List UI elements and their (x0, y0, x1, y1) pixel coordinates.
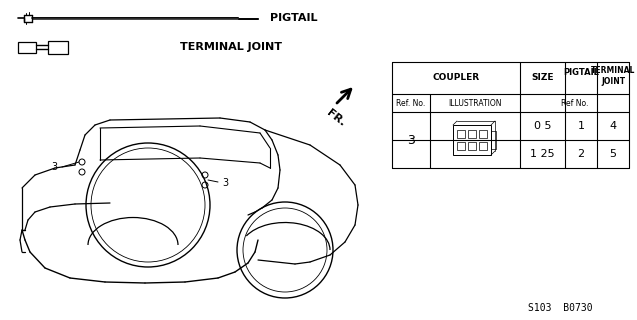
Bar (468, 142, 476, 150)
Text: PIGTAIL: PIGTAIL (563, 68, 599, 77)
Text: 0 5: 0 5 (534, 121, 551, 131)
Text: 4: 4 (610, 121, 617, 131)
Text: 5: 5 (610, 149, 617, 159)
Text: ILLUSTRATION: ILLUSTRATION (448, 99, 502, 108)
Text: Ref. No.: Ref. No. (396, 99, 426, 108)
Bar (491, 131, 496, 149)
Text: SIZE: SIZE (531, 74, 554, 83)
Text: 2: 2 (577, 149, 585, 159)
Text: FR.: FR. (325, 108, 347, 129)
Text: Ref No.: Ref No. (561, 99, 588, 108)
Text: PIGTAIL: PIGTAIL (270, 13, 317, 23)
Text: TERMINAL JOINT: TERMINAL JOINT (180, 42, 282, 52)
Bar (457, 130, 465, 138)
Bar (479, 142, 487, 150)
Text: COUPLER: COUPLER (433, 74, 480, 83)
Bar (479, 130, 487, 138)
Bar (18, 42, 36, 53)
Text: 1: 1 (578, 121, 585, 131)
Text: 1 25: 1 25 (530, 149, 555, 159)
Bar (48, 41, 68, 54)
Bar (457, 142, 465, 150)
Text: 3: 3 (222, 178, 228, 188)
Text: 3: 3 (51, 162, 57, 172)
Bar (468, 130, 476, 138)
Text: 3: 3 (407, 133, 415, 147)
Bar (453, 125, 491, 155)
Text: TERMINAL
JOINT: TERMINAL JOINT (590, 66, 635, 86)
Text: S103  B0730: S103 B0730 (527, 303, 592, 313)
